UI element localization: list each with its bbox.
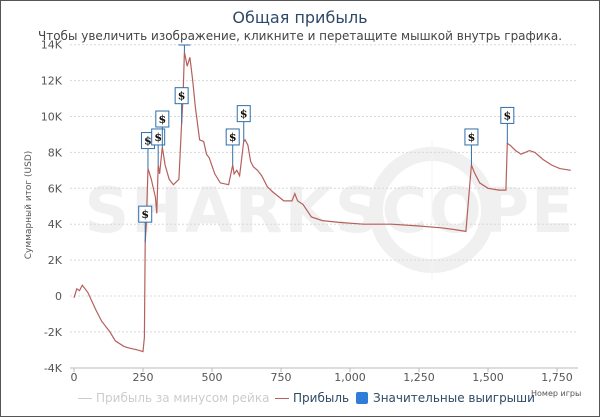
dollar-icon: $ — [229, 131, 237, 144]
y-tick-label: 8K — [48, 146, 63, 159]
legend-item-profit[interactable]: Прибыль — [275, 391, 349, 405]
legend-line-icon — [275, 398, 289, 399]
y-tick-label: -4K — [44, 362, 63, 375]
dollar-icon: $ — [178, 90, 186, 103]
chart-title: Общая прибыль — [232, 8, 368, 27]
y-tick-label: 12K — [41, 75, 63, 88]
dollar-icon: $ — [240, 108, 248, 121]
dollar-icon: $ — [503, 109, 511, 122]
big-win-flag[interactable] — [174, 87, 189, 105]
y-tick-label: -2K — [44, 326, 63, 339]
x-tick-label: 0 — [71, 371, 78, 384]
profit-line[interactable] — [73, 51, 571, 353]
x-tick-label: 1,250 — [403, 371, 435, 384]
x-tick-label: 250 — [133, 371, 154, 384]
x-tick-label: 750 — [271, 371, 292, 384]
big-win-flag[interactable] — [155, 110, 170, 128]
x-axis-title: Номер игры — [531, 389, 582, 398]
x-tick-label: 1,750 — [541, 371, 573, 384]
legend-item-rake[interactable]: Прибыль за минусом рейка — [78, 391, 269, 405]
y-tick-label: 0 — [55, 290, 62, 303]
legend-flag-icon — [356, 392, 368, 404]
big-win-flag[interactable] — [138, 205, 153, 223]
big-win-flag[interactable] — [500, 106, 515, 124]
x-tick-label: 1,000 — [334, 371, 366, 384]
legend-item-big-wins[interactable]: Значительные выигрыши — [356, 391, 535, 405]
y-tick-label: 10K — [41, 111, 63, 124]
big-win-flag[interactable] — [236, 105, 251, 123]
dollar-icon: $ — [154, 131, 162, 144]
big-win-flag[interactable] — [151, 128, 166, 146]
y-tick-label: 2K — [48, 254, 63, 267]
y-tick-label: 4K — [48, 218, 63, 231]
x-tick-label: 500 — [202, 371, 223, 384]
y-tick-label: 14K — [41, 39, 63, 52]
dollar-icon: $ — [158, 113, 166, 126]
y-tick-label: 6K — [48, 182, 63, 195]
chart-subtitle: Чтобы увеличить изображение, кликните и … — [37, 29, 563, 43]
dollar-icon: $ — [141, 208, 149, 221]
x-tick-label: 1,500 — [472, 371, 504, 384]
big-win-flag[interactable] — [464, 128, 479, 146]
big-win-flag[interactable] — [225, 128, 240, 146]
dollar-icon: $ — [144, 135, 152, 148]
legend-line-icon — [78, 398, 92, 399]
dollar-icon: $ — [468, 131, 476, 144]
y-axis-title: Суммарный итог (USD) — [24, 151, 34, 260]
